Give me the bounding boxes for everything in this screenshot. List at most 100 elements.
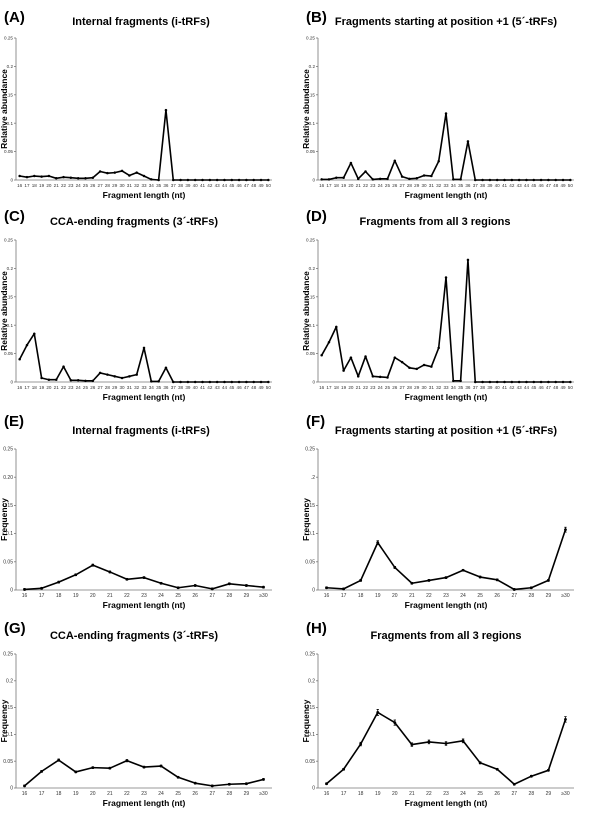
x-tick-label: 22	[61, 183, 67, 188]
x-axis-label: Fragment length (nt)	[103, 190, 186, 200]
x-tick-label: 19	[375, 791, 381, 797]
x-tick-label: 19	[39, 385, 45, 390]
y-tick-label: 0.15	[4, 92, 13, 97]
data-point	[74, 573, 78, 577]
data-point	[245, 782, 248, 786]
x-tick-label: 28	[105, 385, 111, 390]
y-tick-label: 0.15	[306, 294, 315, 299]
y-tick-label: 0	[10, 178, 13, 183]
x-tick-label: 21	[356, 183, 362, 188]
x-tick-label: 27	[511, 791, 517, 797]
x-tick-label: 26	[192, 593, 198, 599]
x-tick-label: 28	[227, 791, 233, 797]
x-tick-label: 42	[509, 385, 515, 390]
data-point	[564, 717, 567, 721]
x-tick-label: 29	[112, 183, 118, 188]
x-tick-label: 48	[251, 385, 257, 390]
x-tick-label: 22	[61, 385, 67, 390]
data-point	[503, 178, 506, 182]
y-tick-label: 0.1	[7, 121, 14, 126]
x-tick-label: 18	[56, 593, 62, 599]
x-tick-label: 27	[209, 593, 215, 599]
x-tick-label: 44	[222, 183, 228, 188]
data-point	[142, 346, 146, 350]
y-tick-label: 0.1	[309, 323, 316, 328]
series-line	[19, 109, 269, 181]
data-point	[376, 711, 380, 714]
x-tick-label: 31	[127, 385, 133, 390]
y-tick-label: 0.05	[3, 759, 13, 765]
data-point	[40, 175, 43, 178]
y-tick-label: 0	[10, 380, 13, 385]
data-point	[113, 171, 116, 174]
x-axis-label: Fragment length (nt)	[405, 600, 488, 610]
data-point	[512, 782, 516, 786]
data-point	[193, 380, 197, 384]
data-point	[466, 140, 470, 143]
x-tick-label: 31	[429, 385, 435, 390]
x-axis-label: Fragment length (nt)	[103, 798, 186, 808]
data-point	[510, 178, 514, 182]
data-point	[120, 376, 124, 380]
data-point	[40, 769, 43, 773]
data-point	[47, 378, 51, 381]
x-tick-label: 29	[244, 593, 250, 599]
data-point	[400, 360, 404, 364]
x-tick-label: 20	[90, 593, 96, 599]
data-point	[208, 178, 212, 182]
x-tick-label: 24	[378, 385, 384, 390]
y-tick-label: 0.05	[4, 351, 13, 356]
data-point	[106, 171, 109, 175]
x-tick-label: 23	[370, 183, 376, 188]
data-point	[142, 174, 146, 178]
data-point	[172, 178, 175, 182]
x-tick-label: 19	[341, 183, 347, 188]
x-tick-label: 49	[560, 183, 566, 188]
data-point	[210, 784, 214, 788]
x-tick-label: 47	[546, 385, 552, 390]
data-point	[23, 784, 26, 788]
x-tick-label: 39	[185, 385, 191, 390]
x-tick-label: 36	[465, 385, 471, 390]
data-point	[208, 380, 212, 384]
y-axis-label: Relative abundance	[0, 271, 9, 351]
data-point	[547, 768, 550, 772]
data-point	[245, 380, 248, 384]
data-point	[376, 541, 380, 545]
x-tick-label: 40	[495, 385, 501, 390]
data-point	[327, 340, 331, 344]
x-tick-label: 24	[460, 791, 466, 797]
x-tick-label: 46	[237, 183, 243, 188]
data-point	[478, 575, 482, 579]
x-tick-label: 37	[171, 183, 177, 188]
x-tick-label: 21	[409, 791, 415, 797]
y-tick-label: 0.1	[6, 732, 13, 738]
data-point	[359, 579, 363, 582]
panel-letter: (F)	[306, 413, 325, 430]
y-tick-label: 0.25	[306, 36, 315, 41]
data-point	[525, 178, 528, 182]
x-tick-label: 23	[443, 791, 449, 797]
data-point	[142, 765, 146, 769]
chart-title: Fragments from all 3 regions	[360, 216, 511, 228]
data-point	[561, 380, 565, 384]
data-point	[444, 742, 448, 745]
x-tick-label: 21	[409, 593, 415, 599]
data-point	[359, 742, 363, 746]
x-tick-label: 30	[421, 385, 427, 390]
x-tick-label: 21	[107, 593, 113, 599]
data-point	[364, 355, 367, 358]
data-point	[325, 586, 328, 590]
data-point	[108, 766, 112, 770]
chart-title: CCA-ending fragments (3´-tRFs)	[50, 216, 218, 228]
data-point	[529, 774, 533, 778]
data-point	[267, 380, 270, 384]
data-point	[25, 175, 29, 179]
data-point	[18, 358, 21, 361]
y-tick-label: 0.05	[306, 149, 315, 154]
x-tick-label: 19	[73, 791, 79, 797]
y-tick-label: 0.1	[308, 732, 315, 738]
y-axis-label: Relative abundance	[301, 69, 311, 149]
y-axis-label: Frequency	[0, 498, 9, 541]
data-point	[532, 380, 536, 384]
